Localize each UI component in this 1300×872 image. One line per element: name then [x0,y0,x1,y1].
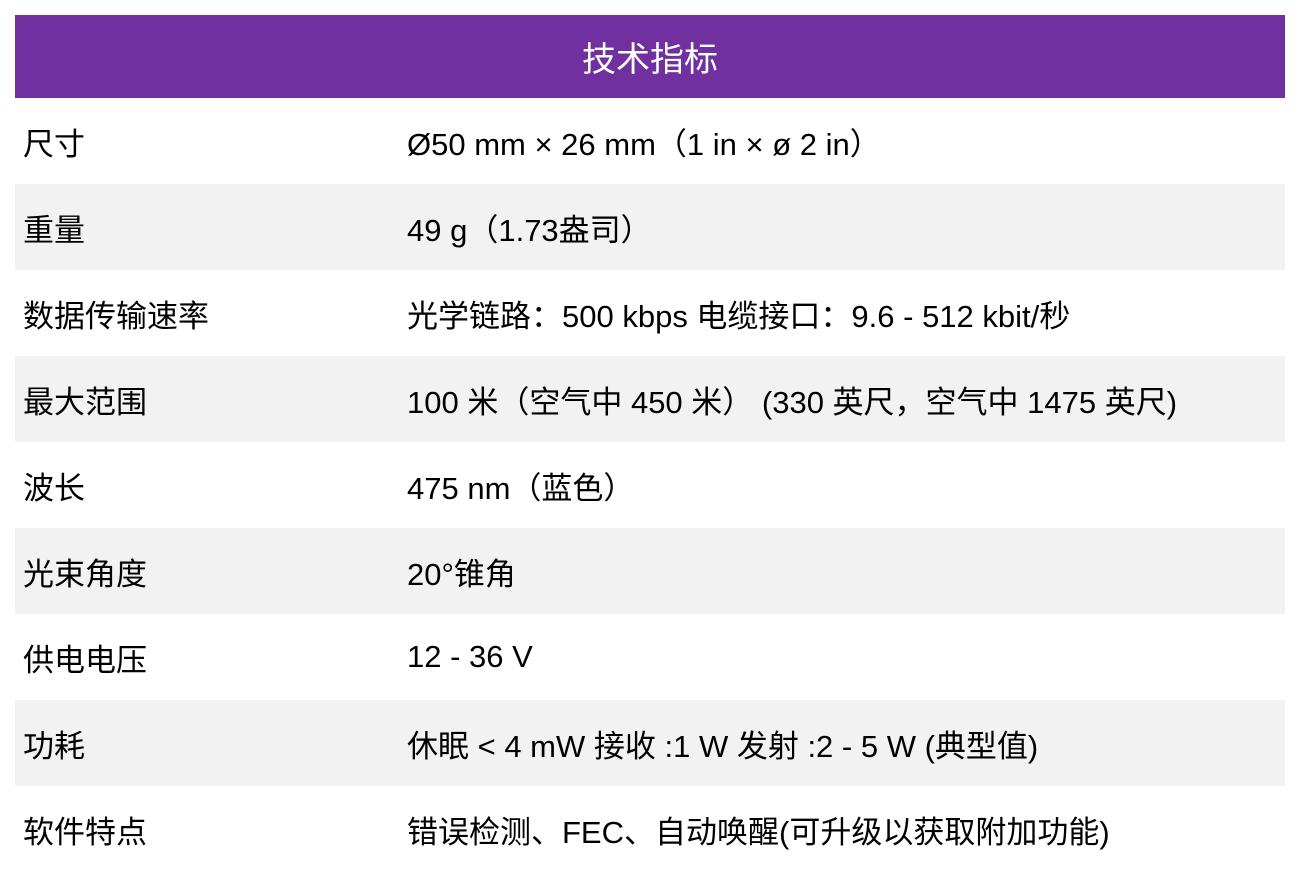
row-label: 最大范围 [23,384,147,420]
row-label: 尺寸 [23,126,85,162]
row-value: 错误检测、FEC、自动唤醒(可升级以获取附加功能) [407,814,1110,850]
row-value: 49 g（1.73盎司） [407,212,652,248]
table-row: 尺寸 Ø50 mm × 26 mm（1 in × ø 2 in） [15,98,1285,184]
spec-table: 尺寸 Ø50 mm × 26 mm（1 in × ø 2 in） 重量 49 g（1… [15,98,1285,872]
table-row: 供电电压 12 - 36 V [15,614,1285,700]
table-row: 最大范围 100 米（空气中 450 米） (330 英尺，空气中 1475 英尺… [15,356,1285,442]
row-label: 供电电压 [23,642,147,678]
row-label: 波长 [23,470,85,506]
row-value: 12 - 36 V [407,639,533,674]
table-row: 波长 475 nm（蓝色） [15,442,1285,528]
table-header: 技术指标 [15,15,1285,98]
table-row: 重量 49 g（1.73盎司） [15,184,1285,270]
row-label: 软件特点 [23,814,147,850]
row-label: 光束角度 [23,556,147,592]
table-row: 数据传输速率 光学链路：500 kbps 电缆接口：9.6 - 512 kbit/… [15,270,1285,356]
table-row: 光束角度 20°锥角 [15,528,1285,614]
row-value: 475 nm（蓝色） [407,470,635,506]
row-label: 功耗 [23,728,85,764]
row-value: 20°锥角 [407,556,516,592]
table-row: 功耗 休眠 < 4 mW 接收 :1 W 发射 :2 - 5 W (典型值) [15,700,1285,786]
row-label: 重量 [23,212,85,248]
row-value: 100 米（空气中 450 米） (330 英尺，空气中 1475 英尺) [407,384,1178,420]
row-label: 数据传输速率 [23,298,209,334]
row-value: 休眠 < 4 mW 接收 :1 W 发射 :2 - 5 W (典型值) [407,728,1039,764]
row-value: Ø50 mm × 26 mm（1 in × ø 2 in） [407,126,881,162]
row-value: 光学链路：500 kbps 电缆接口：9.6 - 512 kbit/秒 [407,298,1071,334]
table-row: 软件特点 错误检测、FEC、自动唤醒(可升级以获取附加功能) [15,786,1285,872]
